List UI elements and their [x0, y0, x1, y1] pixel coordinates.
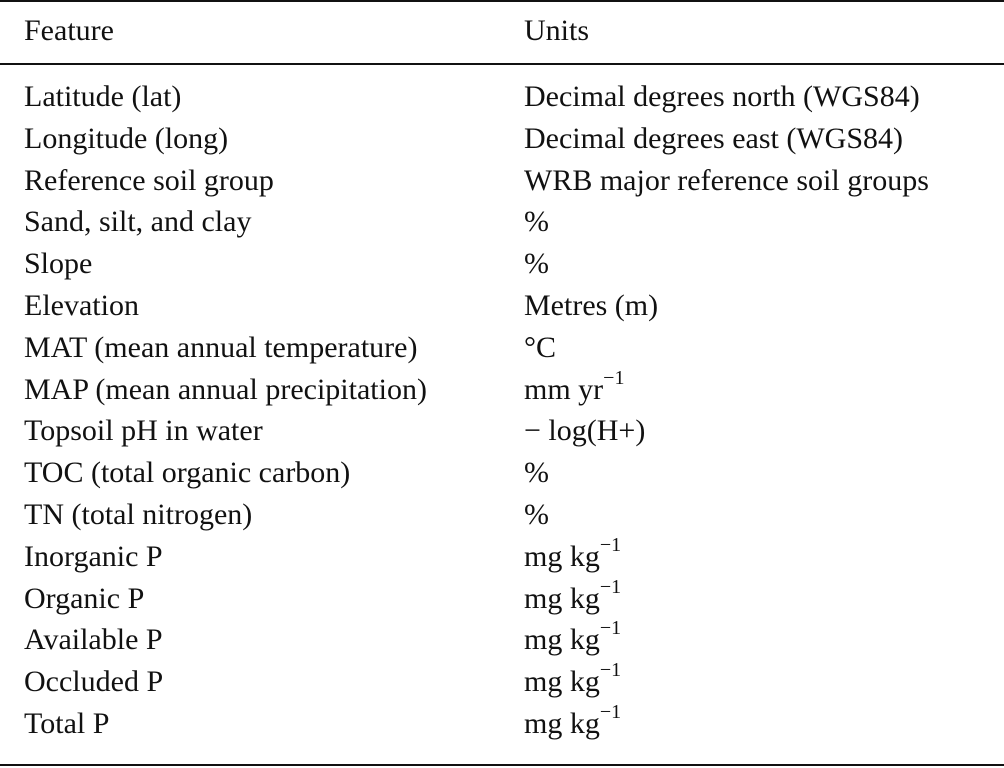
table-row: Inorganic P mg kg−1 — [0, 533, 1004, 578]
feature-cell: TOC (total organic carbon) — [24, 456, 351, 490]
table-row: MAP (mean annual precipitation) mm yr−1 — [0, 366, 1004, 411]
header-units: Units — [524, 14, 590, 47]
units-cell: % — [524, 494, 549, 536]
units-cell: mg kg−1 — [524, 659, 622, 703]
units-cell: mg kg−1 — [524, 700, 622, 745]
table-row: Latitude (lat) Decimal degrees north (WGS… — [0, 76, 1004, 118]
units-exponent: −1 — [603, 366, 625, 389]
feature-cell: Topsoil pH in water — [24, 414, 263, 448]
feature-cell: Elevation — [24, 288, 139, 322]
feature-cell: Slope — [24, 247, 93, 281]
table-header-row: Feature Units — [0, 8, 1004, 54]
table-row: Sand, silt, and clay% — [0, 201, 1004, 243]
table-row: Total P mg kg−1 — [0, 700, 1004, 745]
header-feature: Feature — [24, 14, 114, 47]
feature-cell: Inorganic P — [24, 539, 163, 573]
units-cell: % — [524, 243, 549, 285]
units-exponent: −1 — [599, 533, 622, 556]
feature-cell: MAT (mean annual temperature) — [24, 330, 418, 364]
units-text: % — [524, 247, 549, 281]
units-exponent: −1 — [599, 617, 622, 640]
units-text: WRB major reference soil groups — [524, 163, 929, 197]
feature-cell: Available P — [24, 623, 163, 657]
units-cell: mg kg−1 — [524, 533, 622, 578]
units-cell: mg kg−1 — [524, 617, 622, 661]
units-text: mg kg — [524, 665, 600, 699]
units-text: − log(H+) — [524, 414, 646, 448]
table-row: TN (total nitrogen)% — [0, 494, 1004, 536]
units-cell: °C — [524, 327, 556, 369]
table-top-rule — [0, 0, 1004, 2]
units-text: Decimal degrees north (WGS84) — [524, 80, 920, 113]
units-text: mg kg — [524, 706, 600, 740]
units-text: % — [524, 205, 549, 239]
table-row: Elevation Metres (m) — [0, 285, 1004, 327]
table-row: Slope% — [0, 243, 1004, 285]
units-text: mg kg — [524, 623, 600, 657]
feature-cell: Occluded P — [24, 665, 164, 699]
units-text: % — [524, 456, 549, 490]
feature-cell: TN (total nitrogen) — [24, 497, 253, 531]
table-body: Latitude (lat) Decimal degrees north (WGS… — [0, 76, 1004, 745]
units-cell: WRB major reference soil groups — [524, 160, 929, 202]
table-row: Organic P mg kg−1 — [0, 575, 1004, 620]
units-cell: Decimal degrees north (WGS84) — [524, 76, 920, 118]
feature-cell: Sand, silt, and clay — [24, 205, 252, 239]
units-exponent: −1 — [599, 700, 622, 723]
table-row: TOC (total organic carbon)% — [0, 452, 1004, 494]
feature-cell: Latitude (lat) — [24, 80, 182, 113]
units-cell: Metres (m) — [524, 285, 658, 327]
units-text: Metres (m) — [524, 288, 659, 322]
units-exponent: −1 — [599, 659, 622, 682]
units-text: Decimal degrees east (WGS84) — [524, 121, 904, 155]
table-row: Available P mg kg−1 — [0, 617, 1004, 661]
units-cell: mg kg−1 — [524, 575, 622, 620]
units-cell: − log(H+) — [524, 410, 645, 452]
units-cell: mm yr−1 — [524, 366, 625, 411]
feature-cell: Organic P — [24, 581, 145, 615]
feature-cell: Reference soil group — [24, 163, 274, 197]
units-exponent: −1 — [599, 575, 622, 598]
units-text: mg kg — [524, 539, 600, 573]
units-cell: % — [524, 452, 549, 494]
units-text: mg kg — [524, 581, 600, 615]
table-row: Occluded P mg kg−1 — [0, 659, 1004, 703]
units-cell: % — [524, 201, 549, 243]
units-text: mm yr — [524, 372, 604, 406]
table-row: Reference soil group WRB major reference … — [0, 160, 1004, 202]
units-text: °C — [524, 330, 557, 364]
feature-cell: MAP (mean annual precipitation) — [24, 372, 427, 406]
table-row: Topsoil pH in water − log(H+) — [0, 410, 1004, 452]
table-row: MAT (mean annual temperature) °C — [0, 327, 1004, 369]
units-cell: Decimal degrees east (WGS84) — [524, 118, 903, 160]
units-text: % — [524, 497, 549, 531]
feature-cell: Total P — [24, 706, 110, 740]
table-header-rule — [0, 63, 1004, 65]
feature-cell: Longitude (long) — [24, 121, 229, 155]
table-row: Longitude (long) Decimal degrees east (WG… — [0, 118, 1004, 160]
table-bottom-rule — [0, 764, 1004, 766]
